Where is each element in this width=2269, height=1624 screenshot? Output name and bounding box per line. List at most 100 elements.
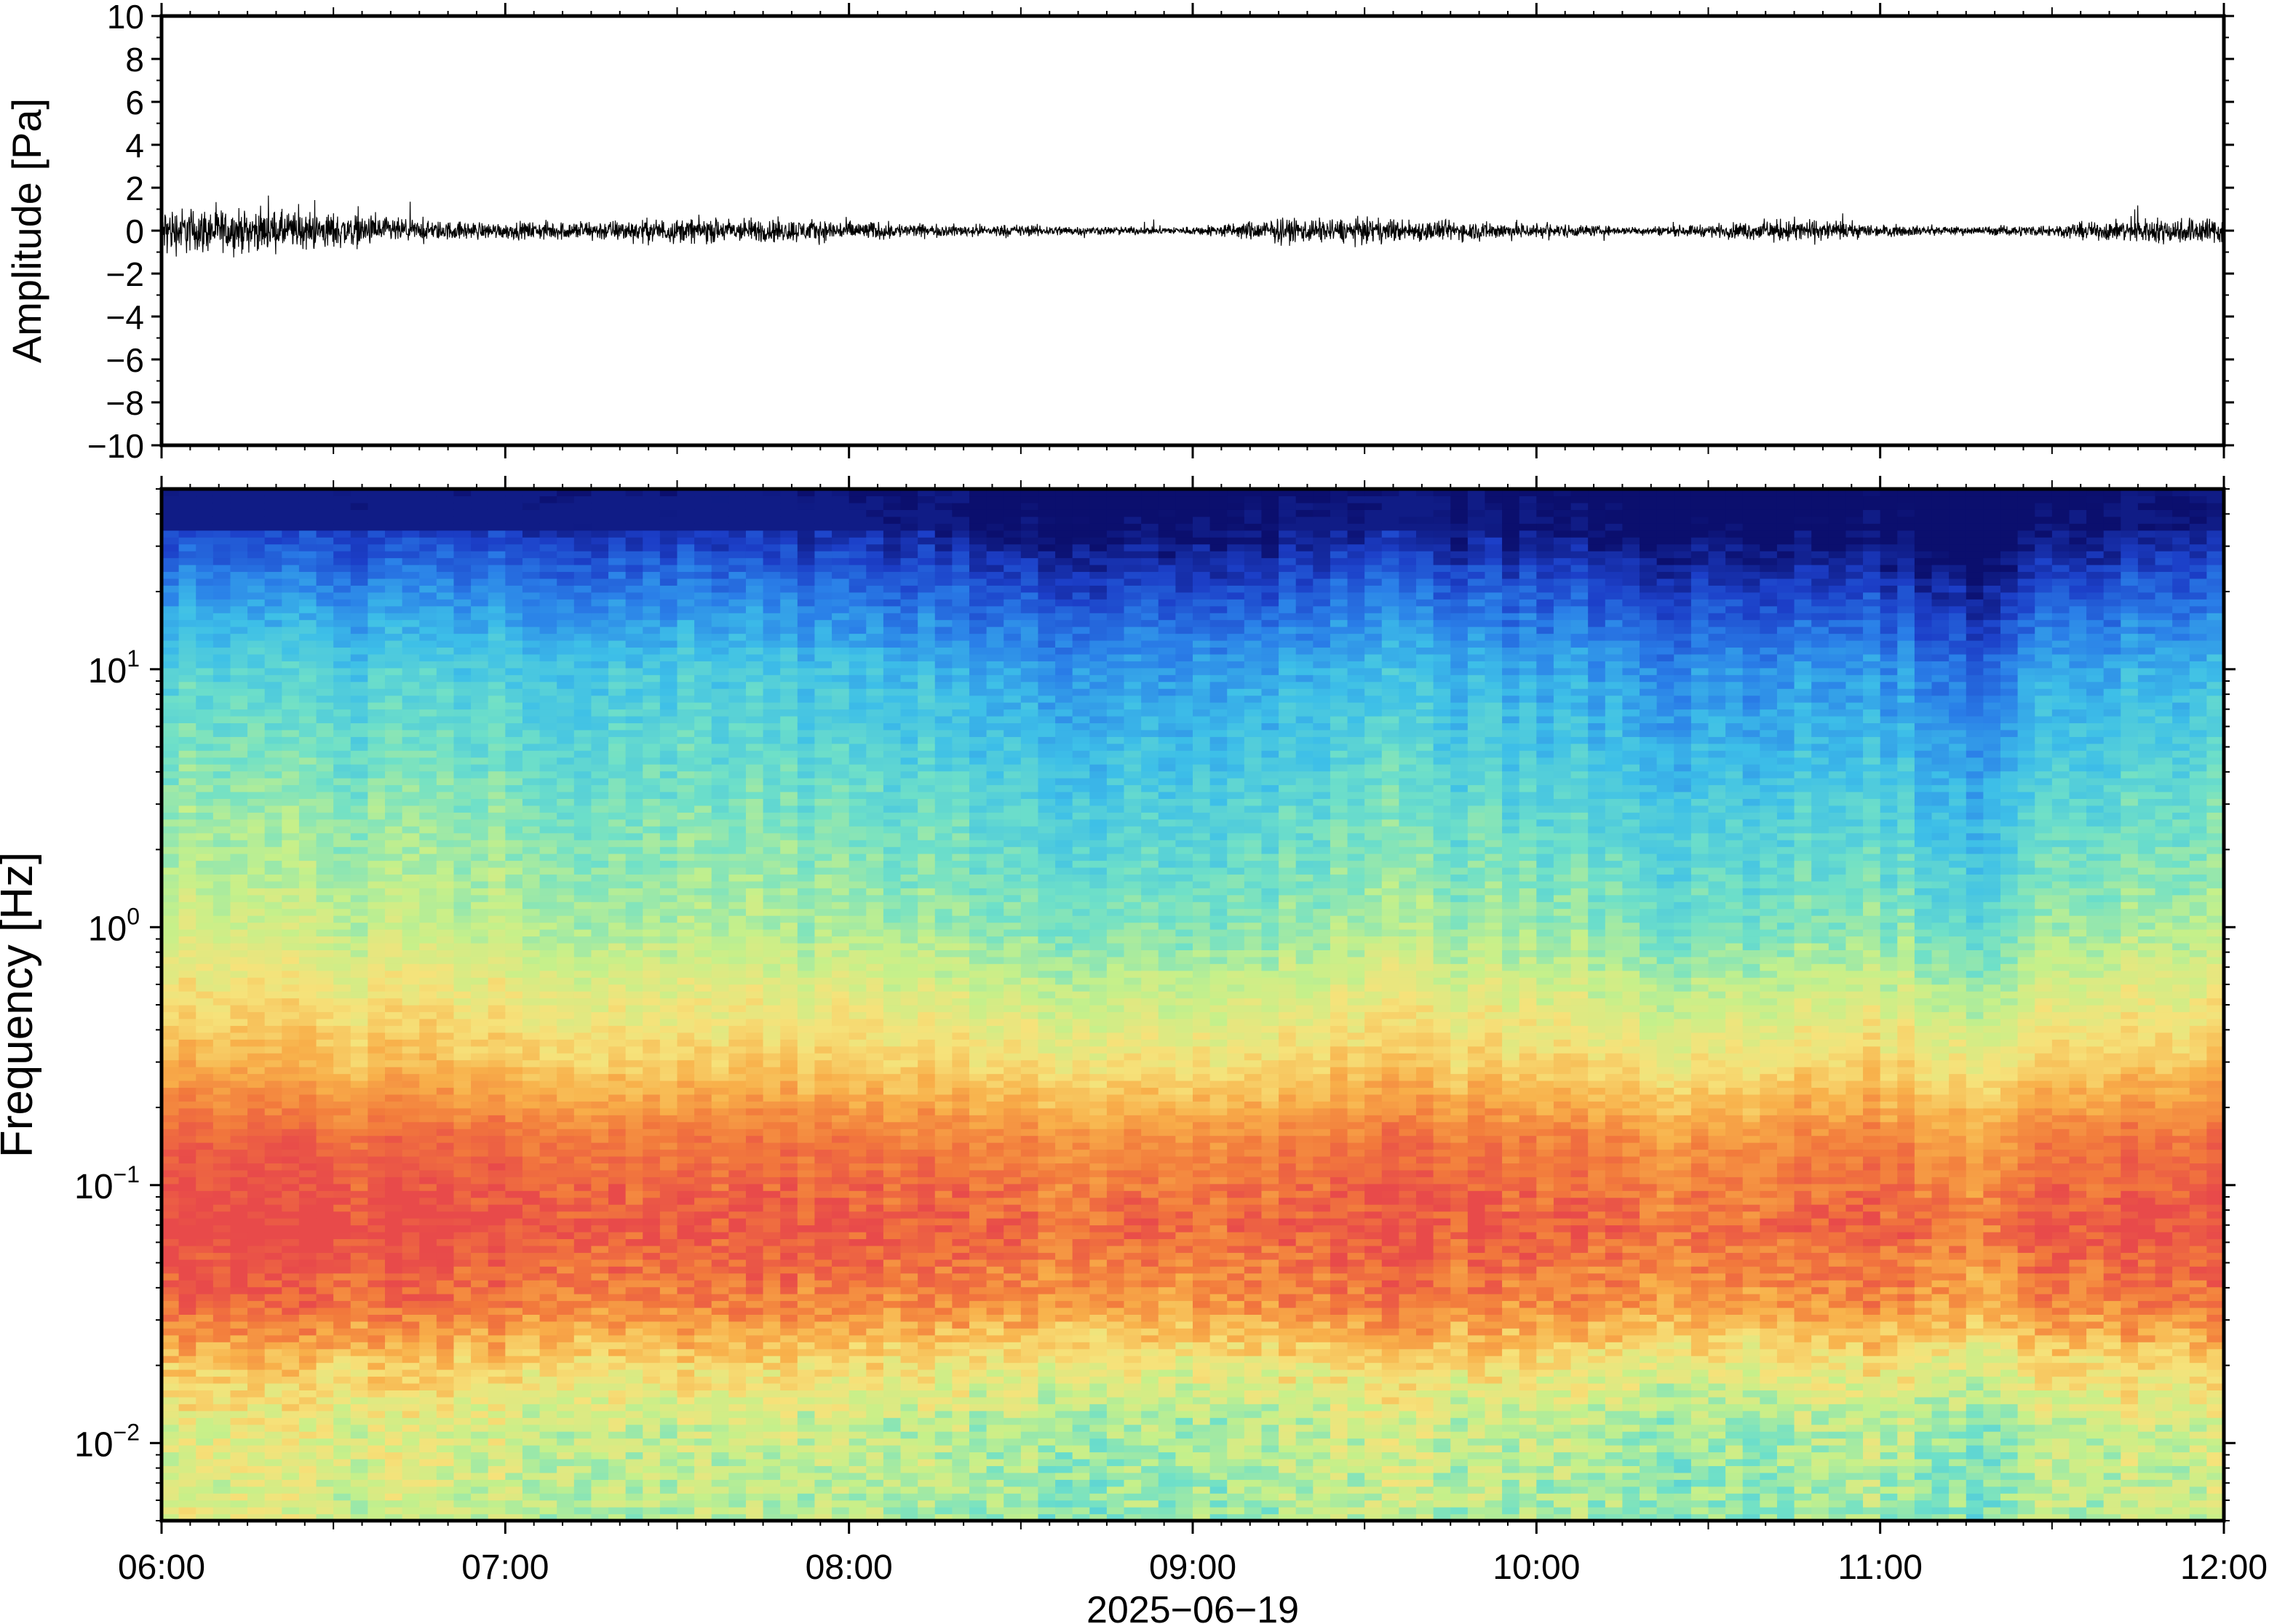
spectrogram-cell <box>643 991 661 999</box>
spectrogram-cell <box>162 784 180 792</box>
spectrogram-cell <box>178 771 196 779</box>
spectrogram-cell <box>333 750 351 758</box>
spectrogram-cell <box>402 970 420 978</box>
spectrogram-cell <box>505 888 523 896</box>
spectrogram-cell <box>471 1266 489 1274</box>
spectrogram-cell <box>522 1348 541 1356</box>
spectrogram-cell <box>282 1059 300 1067</box>
spectrogram-cell <box>436 1059 455 1067</box>
spectrogram-cell <box>436 942 455 950</box>
spectrogram-cell <box>643 1183 661 1191</box>
spectrogram-cell <box>436 1342 455 1350</box>
spectrogram-cell <box>402 647 420 655</box>
spectrogram-cell <box>573 599 592 607</box>
spectrogram-cell <box>419 1073 437 1081</box>
spectrogram-cell <box>591 894 609 902</box>
spectrogram-cell <box>591 729 609 737</box>
spectrogram-cell <box>625 888 643 896</box>
spectrogram-cell <box>196 1493 214 1501</box>
spectrogram-cell <box>436 1404 455 1412</box>
spectrogram-cell <box>608 1348 627 1356</box>
spectrogram-cell <box>522 970 541 978</box>
spectrogram-cell <box>212 1059 231 1067</box>
spectrogram-cell <box>350 1369 368 1377</box>
spectrogram-cell <box>591 688 609 696</box>
spectrogram-cell <box>333 1273 351 1281</box>
spectrogram-cell <box>539 1073 557 1081</box>
spectrogram-cell <box>350 874 368 882</box>
spectrogram-cell <box>488 715 506 724</box>
spectrogram-cell <box>625 840 643 848</box>
spectrogram-cell <box>367 1424 386 1432</box>
spectrogram-cell <box>436 1472 455 1480</box>
spectrogram-cell <box>677 991 695 999</box>
spectrogram-cell <box>608 1211 627 1219</box>
spectrogram-cell <box>471 1080 489 1088</box>
spectrogram-cell <box>419 1328 437 1336</box>
spectrogram-cell <box>196 1018 214 1026</box>
spectrogram-cell <box>677 1211 695 1219</box>
spectrogram-cell <box>402 798 420 806</box>
spectrogram-cell <box>196 688 214 696</box>
spectrogram-cell <box>247 819 266 827</box>
spectrogram-cell <box>178 1431 196 1439</box>
spectrogram-cell <box>316 840 334 848</box>
spectrogram-cell <box>247 502 266 510</box>
spectrogram-cell <box>298 743 317 751</box>
spectrogram-cell <box>316 1376 334 1384</box>
spectrogram-cell <box>643 1321 661 1329</box>
spectrogram-cell <box>367 791 386 799</box>
spectrogram-cell <box>230 715 248 724</box>
spectrogram-cell <box>505 1059 523 1067</box>
spectrogram-cell <box>436 1417 455 1425</box>
spectrogram-cell <box>350 1513 368 1521</box>
spectrogram-cell <box>212 1149 231 1157</box>
spectrogram-cell <box>522 1252 541 1260</box>
spectrogram-cell <box>557 1252 575 1260</box>
spectrogram-cell <box>436 1204 455 1212</box>
spectrogram-cell <box>608 495 627 503</box>
spectrogram-cell <box>643 970 661 978</box>
spectrogram-cell <box>573 702 592 710</box>
spectrogram-cell <box>402 605 420 613</box>
spectrogram-cell <box>247 1472 266 1480</box>
spectrogram-cell <box>591 544 609 552</box>
spectrogram-cell <box>419 613 437 621</box>
spectrogram-cell <box>625 1259 643 1267</box>
spectrogram-cell <box>505 1238 523 1246</box>
spectrogram-cell <box>385 1458 403 1466</box>
spectrogram-cell <box>333 1410 351 1418</box>
spectrogram-cell <box>557 1115 575 1123</box>
spectrogram-cell <box>333 1177 351 1185</box>
spectrogram-cell <box>196 1177 214 1185</box>
spectrogram-cell <box>282 688 300 696</box>
spectrogram-cell <box>522 1328 541 1336</box>
spectrogram-cell <box>402 771 420 779</box>
spectrogram-cell <box>488 1369 506 1377</box>
spectrogram-cell <box>488 537 506 545</box>
spectrogram-cell <box>298 929 317 937</box>
spectrogram-cell <box>453 1472 472 1480</box>
spectrogram-cell <box>316 1314 334 1322</box>
spectrogram-cell <box>212 1376 231 1384</box>
spectrogram-cell <box>230 1183 248 1191</box>
spectrogram-cell <box>282 605 300 613</box>
spectrogram-cell <box>625 853 643 861</box>
spectrogram-cell <box>522 1169 541 1177</box>
spectrogram-cell <box>419 1376 437 1384</box>
spectrogram-cell <box>694 1465 712 1473</box>
spectrogram-cell <box>436 626 455 634</box>
spectrogram-cell <box>436 723 455 731</box>
spectrogram-cell <box>196 1032 214 1040</box>
spectrogram-cell <box>264 1067 282 1075</box>
spectrogram-cell <box>333 1073 351 1081</box>
spectrogram-cell <box>505 688 523 696</box>
spectrogram-cell <box>162 1025 180 1033</box>
spectrogram-cell <box>522 523 541 531</box>
spectrogram-cell <box>350 626 368 634</box>
spectrogram-cell <box>522 1396 541 1404</box>
spectrogram-cell <box>539 1225 557 1233</box>
spectrogram-cell <box>471 585 489 593</box>
spectrogram-cell <box>419 1135 437 1143</box>
spectrogram-cell <box>557 599 575 607</box>
